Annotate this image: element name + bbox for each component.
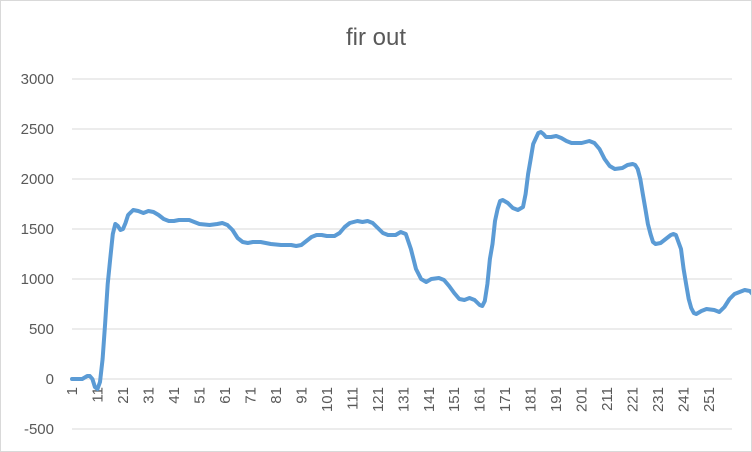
x-tick-label: 211 [599,387,616,411]
x-tick-label: 71 [242,387,259,404]
x-tick-label: 31 [140,387,157,404]
x-tick-label: 61 [217,387,234,404]
x-tick-label: 201 [574,387,591,412]
x-tick-label: 121 [370,387,387,412]
x-tick-label: 1 [64,387,81,395]
x-tick-label: 11 [89,387,106,403]
x-tick-label: 171 [497,387,514,412]
series-line [70,130,751,391]
x-tick-label: 101 [319,387,336,412]
chart-title: fir out [346,24,406,51]
x-tick-label: 51 [191,387,208,404]
y-tick-label: 3000 [21,71,54,88]
x-tick-label: 181 [523,387,540,412]
x-axis-ticks: 1 11 21 31 41 51 61 71 81 91 101 111 121 131 141 151 161… [64,387,718,412]
x-tick-label: 41 [166,387,183,404]
x-tick-label: 241 [676,387,693,412]
y-tick-label: 500 [29,321,54,338]
y-axis-ticks: -500 0 500 1000 1500 2000 2500 3000 [21,71,54,438]
y-tick-label: 1500 [21,221,54,238]
x-tick-label: 161 [472,387,489,412]
y-tick-label: 2500 [21,121,54,138]
x-tick-label: 141 [421,387,438,412]
x-tick-label: 251 [701,387,718,412]
series-layer [70,130,751,391]
x-tick-label: 221 [625,387,642,412]
x-tick-label: 131 [395,387,412,412]
x-tick-label: 191 [548,387,565,412]
x-tick-label: 111 [344,387,361,410]
x-tick-label: 81 [268,387,285,404]
y-tick-label: 2000 [21,171,54,188]
gridlines [72,78,732,430]
x-tick-label: 91 [293,387,310,404]
y-tick-label: 0 [46,371,54,388]
y-tick-label: -500 [24,421,54,438]
x-tick-label: 231 [650,387,667,412]
y-tick-label: 1000 [21,271,54,288]
x-tick-label: 21 [115,387,132,404]
x-tick-label: 151 [446,387,463,412]
